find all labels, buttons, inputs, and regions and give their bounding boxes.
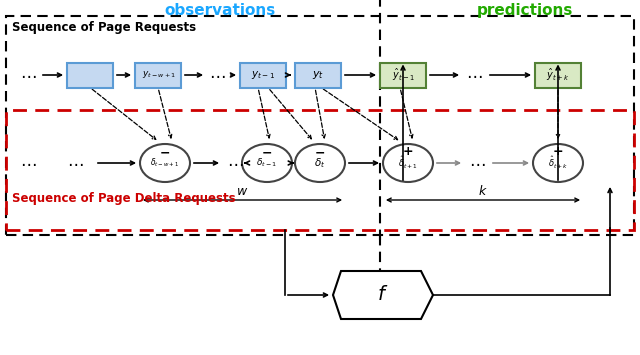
Text: $\cdots$: $\cdots$ bbox=[20, 154, 36, 172]
Text: $\mathbf{-}$: $\mathbf{-}$ bbox=[261, 145, 273, 158]
Text: $\delta_t$: $\delta_t$ bbox=[314, 156, 326, 170]
Text: $k$: $k$ bbox=[478, 184, 488, 198]
Text: $\cdots$: $\cdots$ bbox=[209, 66, 225, 84]
FancyBboxPatch shape bbox=[295, 62, 341, 87]
FancyBboxPatch shape bbox=[240, 62, 286, 87]
Text: Sequence of Page Requests: Sequence of Page Requests bbox=[12, 21, 196, 34]
Text: $\cdots$: $\cdots$ bbox=[67, 154, 83, 172]
Text: $\cdots$: $\cdots$ bbox=[466, 66, 483, 84]
Ellipse shape bbox=[533, 144, 583, 182]
Text: $\cdots$: $\cdots$ bbox=[20, 66, 36, 84]
Text: $y_{t-w+1}$: $y_{t-w+1}$ bbox=[142, 70, 176, 81]
Text: $\hat{\delta}_{t+k}$: $\hat{\delta}_{t+k}$ bbox=[548, 155, 568, 171]
Text: $\hat{y}_{t-1}$: $\hat{y}_{t-1}$ bbox=[392, 67, 414, 83]
Text: predictions: predictions bbox=[477, 3, 573, 18]
Text: Sequence of Page Delta Requests: Sequence of Page Delta Requests bbox=[12, 192, 236, 205]
FancyBboxPatch shape bbox=[135, 62, 181, 87]
Ellipse shape bbox=[140, 144, 190, 182]
Text: $y_t$: $y_t$ bbox=[312, 69, 324, 81]
Ellipse shape bbox=[295, 144, 345, 182]
Text: $\mathbf{+}$: $\mathbf{+}$ bbox=[403, 145, 413, 158]
Text: $\delta_{t-w+1}$: $\delta_{t-w+1}$ bbox=[150, 157, 180, 169]
Text: $\cdots$: $\cdots$ bbox=[227, 154, 243, 172]
Text: $\mathbf{+}$: $\mathbf{+}$ bbox=[552, 145, 564, 158]
FancyBboxPatch shape bbox=[67, 62, 113, 87]
Text: $\cdots$: $\cdots$ bbox=[468, 154, 485, 172]
Text: $y_{t-1}$: $y_{t-1}$ bbox=[251, 69, 275, 81]
Text: observations: observations bbox=[164, 3, 276, 18]
Text: $\mathbf{-}$: $\mathbf{-}$ bbox=[159, 145, 171, 158]
FancyBboxPatch shape bbox=[535, 62, 581, 87]
Text: $\delta_{t-1}$: $\delta_{t-1}$ bbox=[257, 157, 278, 169]
Text: $\mathbf{-}$: $\mathbf{-}$ bbox=[314, 145, 326, 158]
Text: $\hat{\delta}_{t+1}$: $\hat{\delta}_{t+1}$ bbox=[398, 155, 418, 171]
Text: $\hat{y}_{t+k}$: $\hat{y}_{t+k}$ bbox=[547, 67, 570, 83]
Ellipse shape bbox=[242, 144, 292, 182]
FancyBboxPatch shape bbox=[380, 62, 426, 87]
Ellipse shape bbox=[383, 144, 433, 182]
Text: $w$: $w$ bbox=[236, 185, 248, 198]
Polygon shape bbox=[333, 271, 433, 319]
Text: $f$: $f$ bbox=[378, 285, 388, 305]
